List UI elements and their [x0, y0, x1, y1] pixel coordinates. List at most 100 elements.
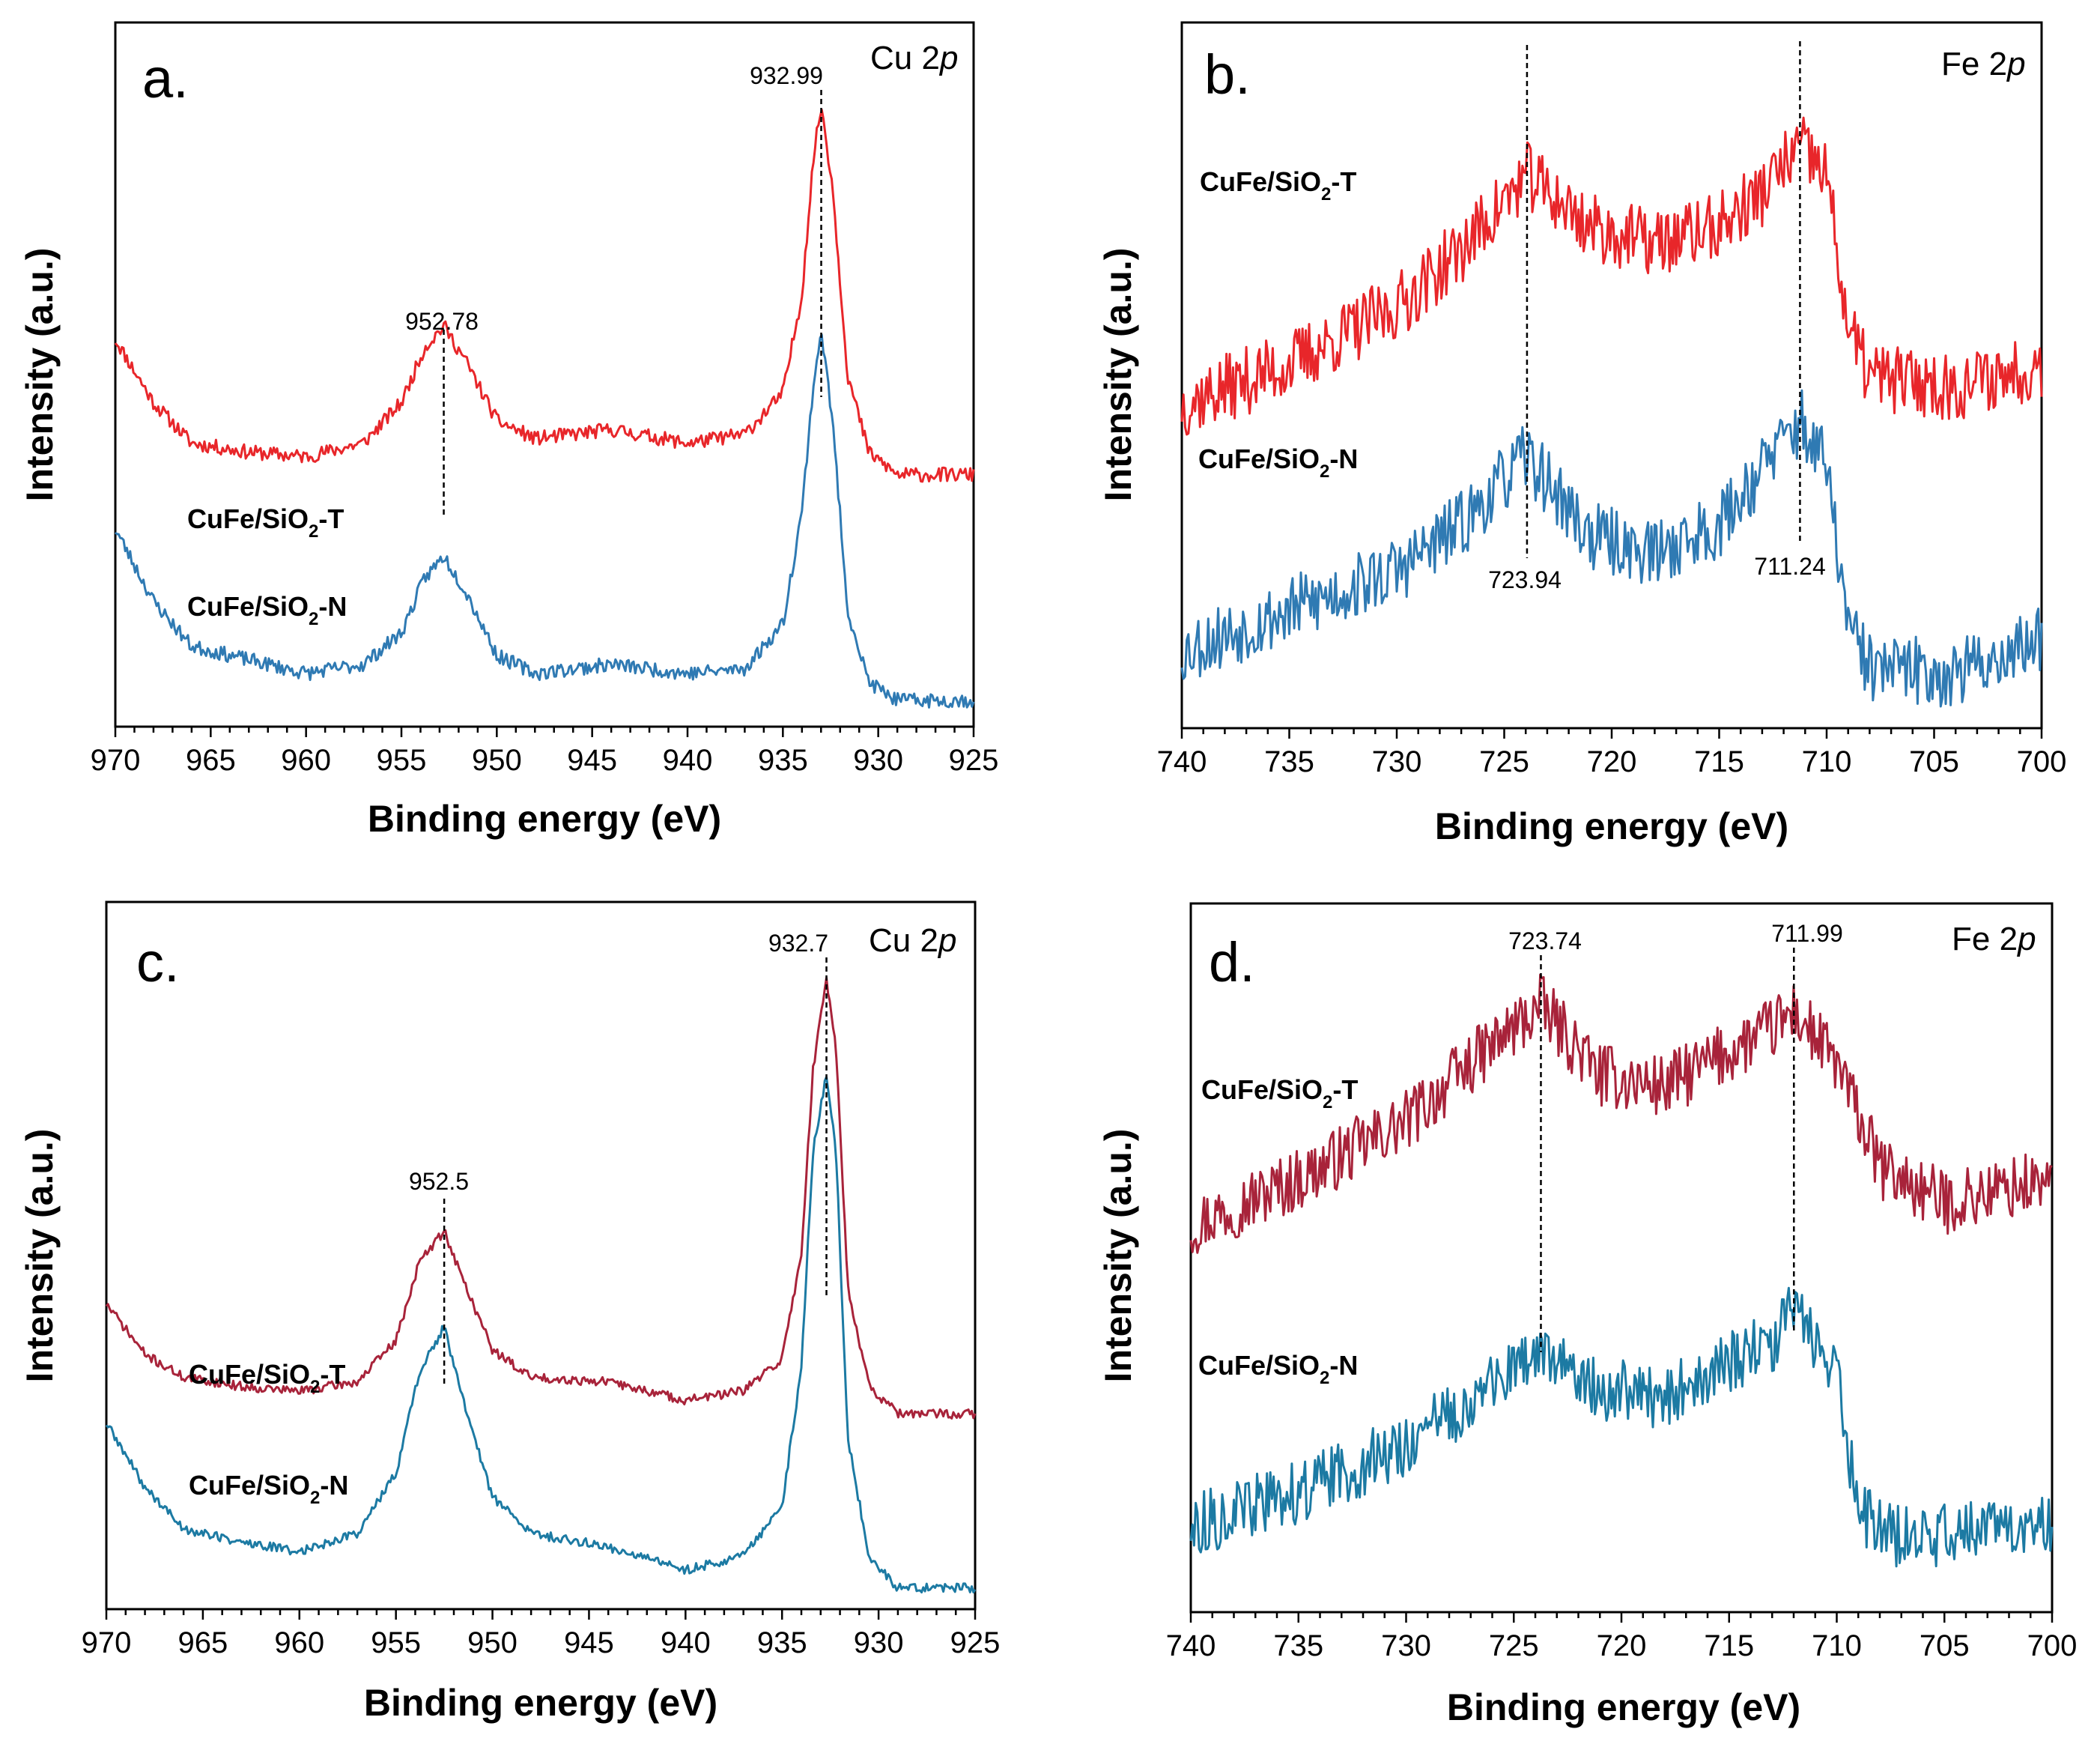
panel-c-element-symbol: Cu: [869, 922, 911, 959]
panel-c: 970 965 960 955 950 945 940 935 930 925 c. Cu 2p …: [19, 900, 1000, 1724]
panel-d-y-axis-label: Intensity (a.u.): [1097, 1129, 1139, 1383]
panel-b-tick-label: 715: [1694, 745, 1744, 778]
panel-c-series-label-t: CuFe/SiO2-T: [189, 1359, 345, 1397]
panel-b-series-n-main: CuFe/SiO: [1198, 443, 1320, 474]
panel-b-tick-label: 720: [1587, 745, 1637, 778]
panel-d-series-label-t: CuFe/SiO2-T: [1201, 1074, 1358, 1112]
panel-c-peak-label-1: 952.5: [409, 1168, 469, 1195]
panel-b-tick-label: 700: [2017, 745, 2067, 778]
panel-b-tick-label: 710: [1802, 745, 1852, 778]
panel-a-series-label-n: CuFe/SiO2-N: [187, 591, 347, 629]
panel-c-frame: [105, 900, 977, 1611]
panel-a-series-n-main: CuFe/SiO: [187, 591, 309, 622]
panel-d-tick-label: 710: [1812, 1629, 1862, 1662]
panel-d-element-symbol: Fe: [1952, 921, 1990, 957]
panel-b-y-axis-label: Intensity (a.u.): [1097, 248, 1139, 502]
panel-b-series-line-t: [1180, 116, 2043, 436]
panel-c-series-label-n: CuFe/SiO2-N: [189, 1470, 348, 1508]
panel-b-series-t-tail: -T: [1331, 166, 1356, 197]
panel-d-plot: 740 735 730 725 720 715 710 705 700: [1166, 948, 2078, 1662]
panel-b-x-axis-label: Binding energy (eV): [1435, 805, 1788, 847]
panel-a-orbital-letter: p: [938, 40, 958, 76]
panel-c-series-t-main: CuFe/SiO: [189, 1359, 310, 1390]
panel-b-tick-label: 730: [1372, 745, 1422, 778]
panel-b-series-label-n: CuFe/SiO2-N: [1198, 443, 1358, 482]
panel-c-orbital-number: 2: [920, 922, 938, 959]
panel-a-orbital-number: 2: [921, 40, 939, 76]
panel-a-series-line-n: [115, 333, 975, 709]
panel-c-y-axis-label: Intensity (a.u.): [19, 1129, 61, 1383]
panel-a-tick-label: 930: [853, 744, 903, 777]
panel-b-orbital-number: 2: [1989, 46, 2007, 82]
panel-a-series-n-tail: -N: [318, 591, 347, 622]
panel-a-plot: 970 965 960 955 950 945 940 935 930 925: [91, 90, 998, 777]
panel-a-peak-label-1: 952.78: [405, 308, 479, 335]
panel-c-tick-label: 970: [82, 1626, 132, 1659]
panel-a-tick-label: 940: [663, 744, 713, 777]
panel-c-plot: 970 965 960 955 950 945 940 935 930 925: [82, 957, 1000, 1659]
panel-d-x-axis-label: Binding energy (eV): [1447, 1686, 1800, 1728]
panel-b-series-label-t: CuFe/SiO2-T: [1200, 166, 1356, 205]
panel-d-tick-label: 730: [1381, 1629, 1431, 1662]
panel-b-orbital-letter: p: [2006, 46, 2025, 82]
panel-a-series-t-tail: -T: [318, 503, 344, 534]
panel-c-tick-label: 950: [467, 1626, 518, 1659]
panel-d-series-t-main: CuFe/SiO: [1201, 1074, 1323, 1105]
panel-d-element-label: Fe 2p: [1952, 921, 2036, 957]
panel-d-orbital-letter: p: [2016, 921, 2036, 957]
panel-d-letter: d.: [1209, 931, 1255, 993]
panel-c-tick-label: 960: [274, 1626, 324, 1659]
panel-b-tick-label: 705: [1909, 745, 1959, 778]
panel-b-letter: b.: [1204, 43, 1251, 106]
panel-a-tick-label: 935: [758, 744, 808, 777]
panel-b-plot: 740 735 730 725 720 715 710 705 700: [1157, 41, 2067, 778]
panel-a-frame: [114, 21, 975, 728]
panel-d-series-t-tail: -T: [1332, 1074, 1358, 1105]
panel-c-series-n-sub: 2: [310, 1488, 320, 1508]
panel-d-series-label-n: CuFe/SiO2-N: [1198, 1350, 1358, 1388]
panel-b: 740 735 730 725 720 715 710 705 700 b. Fe 2p 723…: [1097, 21, 2067, 847]
panel-b-series-t-sub: 2: [1321, 184, 1331, 205]
panel-b-tick-label: 725: [1479, 745, 1529, 778]
panel-b-series-t-main: CuFe/SiO: [1200, 166, 1321, 197]
panel-c-tick-label: 930: [854, 1626, 904, 1659]
panel-d-peak-label-1: 723.74: [1508, 927, 1582, 954]
panel-d-tick-label: 705: [1920, 1629, 1970, 1662]
panel-a-y-axis-label: Intensity (a.u.): [19, 248, 61, 502]
panel-c-tick-label: 965: [178, 1626, 228, 1659]
panel-d-orbital-number: 2: [2000, 921, 2018, 957]
panel-d-series-line-n: [1189, 1286, 2054, 1568]
panel-b-series-n-sub: 2: [1320, 461, 1329, 482]
panel-d-series-n-main: CuFe/SiO: [1198, 1350, 1320, 1381]
panel-a-peak-label-2: 932.99: [750, 62, 823, 89]
panel-c-series-line-n: [105, 1076, 977, 1593]
panel-a-tick-label: 945: [567, 744, 617, 777]
panel-a-tick-label: 965: [186, 744, 236, 777]
panel-c-series-t-sub: 2: [310, 1377, 320, 1397]
panel-d-tick-label: 725: [1489, 1629, 1539, 1662]
panel-d: 740 735 730 725 720 715 710 705 700 d. Fe 2p 723…: [1097, 902, 2078, 1728]
panel-d-tick-label: 700: [2027, 1629, 2078, 1662]
panel-c-series-n-tail: -N: [320, 1470, 348, 1501]
panel-b-tick-label: 740: [1157, 745, 1207, 778]
panel-a-series-n-sub: 2: [309, 609, 318, 629]
panel-a-series-line-t: [114, 109, 975, 483]
panel-d-tick-label: 715: [1704, 1629, 1754, 1662]
panel-a-tick-label: 955: [377, 744, 427, 777]
panel-a-series-t-main: CuFe/SiO: [187, 503, 309, 534]
panel-d-series-line-t: [1189, 973, 2053, 1254]
panel-b-element-label: Fe 2p: [1941, 46, 2026, 82]
panel-a-x-axis-label: Binding energy (eV): [368, 798, 721, 840]
panel-c-x-axis-label: Binding energy (eV): [364, 1682, 717, 1724]
panel-a-letter: a.: [142, 47, 189, 109]
panel-c-series-line-t: [105, 976, 977, 1420]
panel-d-tick-label: 735: [1273, 1629, 1323, 1662]
panel-c-orbital-letter: p: [937, 922, 956, 959]
panel-b-series-n-tail: -N: [1329, 443, 1358, 474]
panel-d-tick-label: 720: [1597, 1629, 1647, 1662]
panel-c-peak-label-2: 932.7: [768, 930, 828, 957]
panel-c-element-label: Cu 2p: [869, 922, 956, 959]
panel-a-series-label-t: CuFe/SiO2-T: [187, 503, 344, 542]
panel-a-tick-label: 970: [91, 744, 141, 777]
